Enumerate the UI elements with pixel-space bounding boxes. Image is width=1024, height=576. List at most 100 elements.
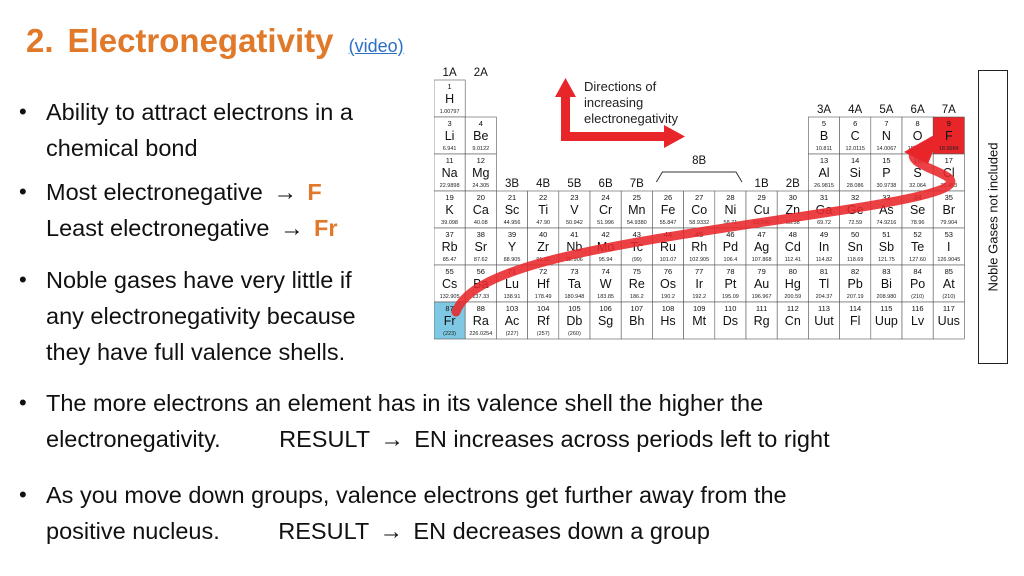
direction-arrow-right-head	[664, 125, 685, 148]
element-cell-box	[683, 190, 716, 229]
atomic-number: 84	[913, 267, 921, 276]
atomic-mass: (210)	[911, 294, 924, 300]
least-element: Fr	[313, 215, 338, 241]
element-cell-box	[776, 227, 809, 266]
element-cell-box	[496, 227, 528, 266]
atomic-number: 87	[445, 304, 453, 313]
atomic-number: 14	[851, 156, 859, 165]
atomic-mass: 183.85	[597, 294, 614, 300]
atomic-number: 19	[445, 193, 453, 202]
element-symbol: V	[570, 203, 579, 217]
atomic-mass: 204.37	[816, 294, 833, 300]
element-cell-box	[434, 153, 466, 192]
result-label: RESULT	[279, 426, 370, 452]
atomic-number: 25	[633, 193, 641, 202]
atomic-number: 15	[882, 156, 890, 165]
bullet-groups: • As you move down groups, valence elect…	[19, 477, 787, 549]
element-cell-box	[901, 301, 934, 340]
element-cell-y: 39Y 88.905	[496, 227, 528, 266]
element-cell-box	[652, 264, 684, 303]
atomic-mass: 6.941	[443, 146, 457, 152]
element-cell-box	[932, 190, 965, 229]
element-cell-n: 7N 14.0067	[870, 116, 903, 155]
element-symbol: Sc	[505, 203, 520, 217]
element-cell-be: 4Be 9.0122	[464, 116, 497, 155]
atomic-number: 30	[789, 193, 797, 202]
element-cell-box	[558, 264, 591, 303]
element-cell-b: 5B 10.811	[808, 116, 840, 155]
atomic-mass: 50.942	[566, 220, 583, 226]
element-symbol: Mn	[628, 203, 645, 217]
element-cell-box	[496, 190, 528, 229]
element-symbol: K	[445, 203, 454, 217]
bullet-dot: •	[19, 482, 27, 507]
atomic-number: 48	[789, 230, 797, 239]
element-cell-box	[589, 264, 622, 303]
arrow-right-icon: →	[273, 179, 297, 205]
atomic-number: 81	[820, 267, 828, 276]
atomic-number: 1	[448, 82, 452, 91]
group-label: 6B	[599, 178, 613, 190]
atomic-number: 33	[882, 193, 890, 202]
atomic-mass: 55.847	[660, 220, 677, 226]
atomic-mass: 121.75	[878, 257, 895, 263]
atomic-number: 73	[570, 267, 578, 276]
element-symbol: Pt	[724, 277, 736, 291]
arrow-right-icon: →	[379, 518, 403, 544]
atomic-mass: 51.996	[597, 220, 614, 226]
atomic-mass: 72.59	[848, 220, 862, 226]
atomic-number: 75	[633, 267, 641, 276]
atomic-mass: 30.9738	[876, 183, 896, 189]
atomic-number: 108	[662, 304, 675, 313]
element-cell-p: 15P 30.9738	[870, 153, 903, 192]
direction-label: Directions of	[584, 79, 657, 94]
bullet-line: Noble gases have very little if	[46, 267, 352, 293]
atomic-number: 50	[851, 230, 859, 239]
element-symbol: Bi	[881, 277, 892, 291]
atomic-mass: 74.9216	[876, 220, 896, 226]
atomic-mass: 118.69	[847, 257, 863, 263]
atomic-mass: 65.38	[786, 220, 800, 226]
element-symbol: C	[851, 129, 860, 143]
atomic-mass: (210)	[942, 294, 955, 300]
element-cell-box	[558, 301, 591, 340]
atomic-number: 107	[631, 304, 644, 313]
atomic-number: 29	[757, 193, 765, 202]
atomic-mass: 178.49	[535, 294, 552, 300]
atomic-number: 117	[943, 304, 955, 313]
element-symbol: W	[600, 277, 612, 291]
atomic-number: 80	[789, 267, 797, 276]
atomic-number: 6	[853, 119, 857, 128]
atomic-number: 42	[601, 230, 609, 239]
atomic-number: 103	[506, 304, 519, 313]
element-symbol: Lu	[505, 277, 519, 291]
element-symbol: H	[445, 92, 454, 106]
arrow-right-icon: →	[380, 426, 404, 452]
element-symbol: O	[913, 129, 923, 143]
atomic-number: 74	[601, 267, 609, 276]
atomic-mass: 88.905	[504, 257, 521, 263]
element-cell-box	[620, 301, 653, 340]
atomic-mass: 137.33	[472, 294, 489, 300]
atomic-mass: 196.967	[752, 294, 772, 300]
atomic-number: 7	[884, 119, 888, 128]
atomic-number: 104	[537, 304, 550, 313]
atomic-number: 49	[820, 230, 828, 239]
video-link[interactable]: (video)	[348, 36, 404, 56]
atomic-number: 110	[724, 304, 736, 313]
atomic-number: 109	[693, 304, 706, 313]
element-symbol: Li	[445, 129, 455, 143]
atomic-number: 52	[913, 230, 921, 239]
